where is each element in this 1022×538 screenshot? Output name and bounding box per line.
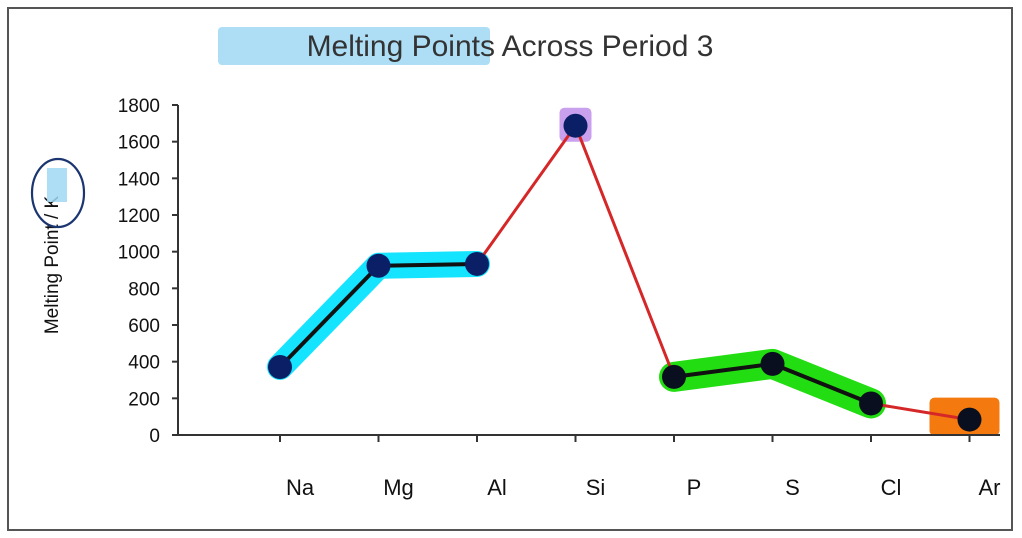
x-tick-label: Cl: [881, 475, 902, 500]
series-segment: [574, 125, 676, 378]
y-tick-label: 1800: [118, 96, 160, 117]
y-tick-label: 600: [128, 316, 160, 337]
x-tick-label: Ar: [979, 475, 1001, 500]
x-tick-label: Si: [586, 475, 606, 500]
data-point-al: [465, 251, 489, 276]
y-tick-label: 1400: [118, 169, 160, 190]
chart-frame: [7, 7, 1013, 531]
y-tick-label: 1200: [118, 206, 160, 227]
axes: [177, 105, 1000, 436]
series-segment: [475, 124, 577, 265]
y-tick-label: 1000: [118, 243, 160, 264]
data-point-na: [268, 354, 292, 379]
y-axis-ticks: 0 200 400 600 800 1000 1200 1400 1600 1800: [118, 96, 178, 447]
y-tick-label: 800: [128, 279, 160, 300]
y-axis-label: Melting Point / K: [42, 196, 63, 335]
data-point-p: [662, 364, 686, 389]
data-series: [278, 124, 970, 422]
series-segment: [673, 361, 773, 379]
data-point-ar: [957, 407, 982, 432]
x-tick-label: Al: [487, 475, 507, 500]
data-markers: [268, 113, 982, 432]
series-segment: [278, 264, 380, 369]
data-point-si: [563, 113, 588, 138]
x-tick-label: Mg: [383, 475, 414, 500]
y-tick-label: 0: [149, 426, 160, 447]
x-tick-label: Na: [286, 475, 315, 500]
chart-title-group: Melting Points Across Period 3: [218, 27, 713, 65]
x-axis-ticks: Na Mg Al Si P S Cl Ar: [279, 435, 1001, 500]
unit-circle-annotation: [30, 157, 86, 229]
series-segment: [378, 261, 478, 268]
y-tick-label: 200: [128, 389, 160, 410]
title-highlight: [218, 27, 490, 65]
y-axis-label-group: Melting Point / K: [30, 157, 86, 335]
series-segment: [771, 362, 872, 406]
data-point-cl: [859, 391, 883, 416]
data-point-mg: [366, 253, 391, 278]
data-point-s: [760, 351, 785, 376]
x-tick-label: S: [785, 475, 800, 500]
series-segment: [870, 401, 970, 422]
x-tick-label: P: [687, 475, 702, 500]
unit-highlight: [47, 168, 67, 202]
y-tick-label: 400: [128, 353, 160, 374]
cyan-highlight: [267, 250, 490, 380]
chart-title: Melting Points Across Period 3: [307, 30, 714, 63]
y-tick-label: 1600: [118, 133, 160, 154]
